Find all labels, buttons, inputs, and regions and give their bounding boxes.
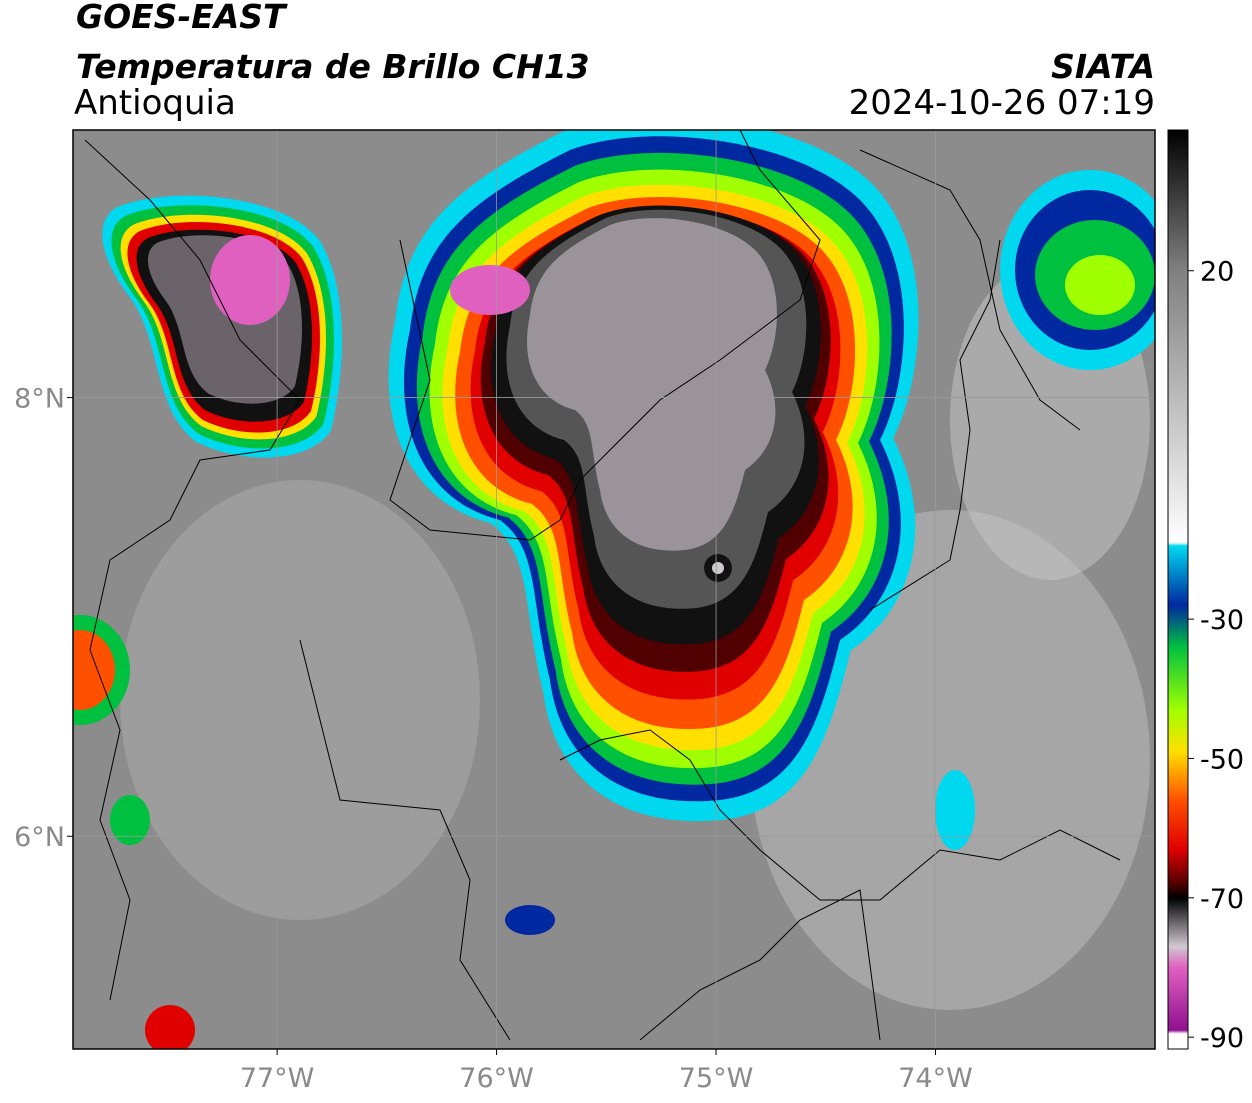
lat-label: 8°N	[14, 384, 65, 415]
region: Antioquia	[74, 83, 236, 123]
storm-northeast	[1000, 170, 1155, 370]
lat-label: 6°N	[14, 822, 65, 853]
storm-west	[102, 195, 342, 458]
lon-label: 77°W	[240, 1063, 315, 1094]
source: SIATA	[1051, 47, 1155, 86]
cloud-cell	[110, 795, 150, 845]
colorbar-tick-label: -90	[1200, 1023, 1244, 1054]
storm-main	[388, 130, 919, 822]
cloud-cell	[935, 770, 975, 850]
colorbar	[1167, 129, 1189, 1050]
colorbar-tick-label: -70	[1200, 884, 1244, 915]
colorbar-tick-label: 20	[1200, 257, 1234, 288]
colorbar-tick-label: -30	[1200, 605, 1244, 636]
map-frame	[72, 129, 1156, 1050]
colorbar-tick-label: -50	[1200, 744, 1244, 775]
datetime: 2024-10-26 07:19	[849, 83, 1155, 123]
subtitle: Temperatura de Brillo CH13	[76, 47, 590, 86]
title: GOES-EAST	[76, 0, 288, 36]
lon-label: 75°W	[679, 1063, 754, 1094]
borders	[84, 130, 1121, 1041]
map	[73, 130, 1155, 1049]
lon-label: 74°W	[898, 1063, 973, 1094]
cloud	[120, 480, 480, 920]
cloud-cell	[505, 905, 555, 935]
lon-label: 76°W	[459, 1063, 534, 1094]
